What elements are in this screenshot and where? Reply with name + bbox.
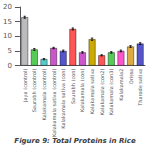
svg-text:Figure 9: Total Proteins in Ri: Figure 9: Total Proteins in Rice: [14, 137, 136, 145]
svg-text:15: 15: [3, 18, 12, 26]
svg-text:0: 0: [7, 62, 11, 70]
svg-text:10: 10: [3, 32, 12, 40]
svg-text:Kalakamala sativa (con): Kalakamala sativa (con): [60, 69, 66, 129]
svg-text:20: 20: [3, 3, 12, 11]
svg-text:Kalakamala (con2): Kalakamala (con2): [99, 69, 105, 116]
svg-text:Tharode sativa: Tharode sativa: [137, 69, 143, 107]
svg-text:Kalakamala (con3): Kalakamala (con3): [108, 69, 114, 116]
svg-text:Kalakamala2: Kalakamala2: [118, 69, 124, 101]
svg-text:Saurabh (con): Saurabh (con): [70, 69, 76, 104]
svg-text:Kalakamala sativa (control): Kalakamala sativa (control): [51, 69, 57, 137]
svg-text:Kalakamala (control): Kalakamala (control): [41, 69, 47, 121]
svg-text:Orissa: Orissa: [128, 69, 134, 85]
svg-text:Saurabh (control): Saurabh (control): [31, 69, 37, 113]
svg-text:Kalakamala sativa: Kalakamala sativa: [89, 69, 95, 115]
svg-text:Kalakamala (con): Kalakamala (con): [79, 69, 85, 112]
svg-text:5: 5: [7, 47, 11, 55]
svg-text:Jaya (control): Jaya (control): [22, 69, 29, 103]
